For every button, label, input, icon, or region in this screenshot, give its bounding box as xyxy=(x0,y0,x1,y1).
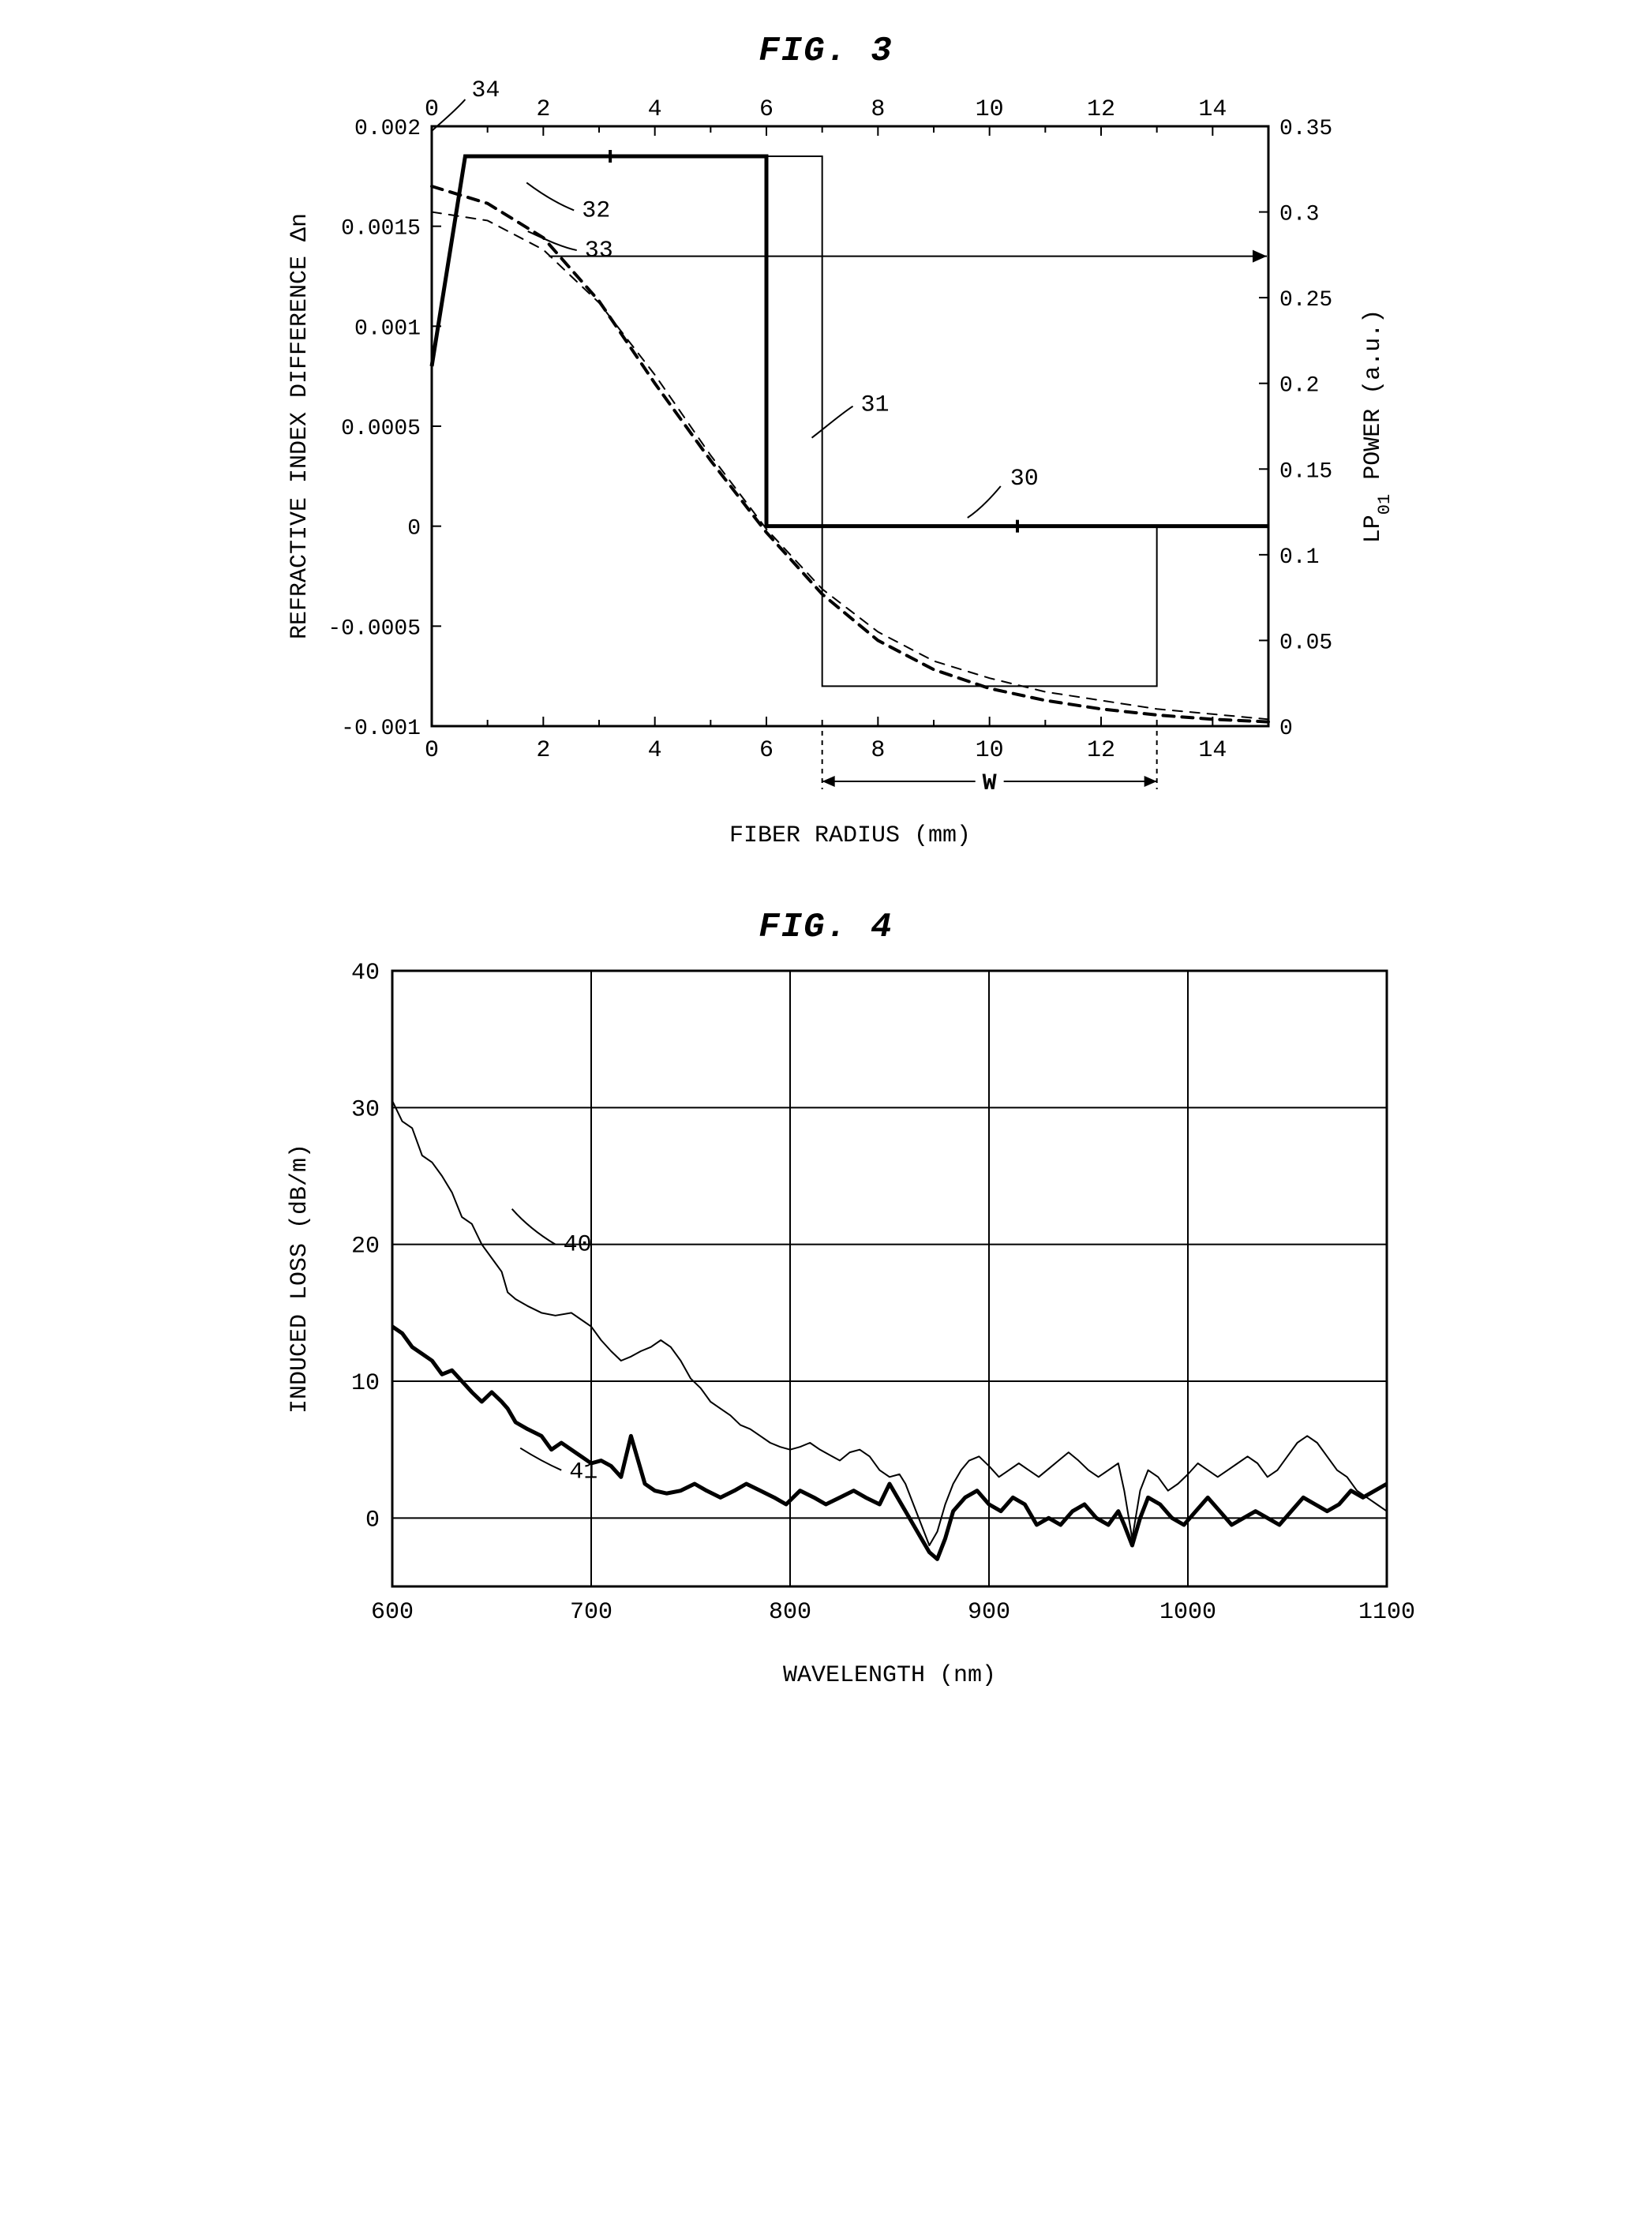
svg-text:2: 2 xyxy=(536,737,550,764)
svg-text:30: 30 xyxy=(1010,466,1038,493)
svg-text:0.35: 0.35 xyxy=(1279,117,1332,141)
svg-text:4: 4 xyxy=(647,737,661,764)
svg-text:0.1: 0.1 xyxy=(1279,545,1319,570)
svg-text:REFRACTIVE INDEX DIFFERENCE Δn: REFRACTIVE INDEX DIFFERENCE Δn xyxy=(287,213,313,639)
svg-text:600: 600 xyxy=(370,1599,413,1626)
svg-text:-0.001: -0.001 xyxy=(341,717,421,741)
svg-text:0.15: 0.15 xyxy=(1279,459,1332,484)
figure-3: FIG. 3 0 2 4 6 8 10 12 14 0 2 4 6 8 10 12 14 -0.001 -0.00… xyxy=(203,32,1450,860)
svg-text:0.2: 0.2 xyxy=(1279,374,1319,399)
svg-text:20: 20 xyxy=(350,1234,379,1260)
svg-text:LP01 POWER (a.u.): LP01 POWER (a.u.) xyxy=(1360,309,1395,543)
svg-text:1100: 1100 xyxy=(1358,1599,1414,1626)
svg-text:8: 8 xyxy=(871,96,885,123)
svg-text:40: 40 xyxy=(350,960,379,987)
fig4-plot: 600 700 800 900 1000 1100 0 10 20 30 40 40 41 WAVELEN… xyxy=(234,955,1418,1705)
svg-text:0.002: 0.002 xyxy=(354,117,420,141)
svg-text:1000: 1000 xyxy=(1159,1599,1216,1626)
svg-text:41: 41 xyxy=(569,1459,597,1486)
svg-text:10: 10 xyxy=(975,96,1003,123)
svg-text:800: 800 xyxy=(768,1599,811,1626)
svg-text:8: 8 xyxy=(871,737,885,764)
svg-text:FIBER RADIUS (mm): FIBER RADIUS (mm) xyxy=(729,822,970,849)
svg-text:0.25: 0.25 xyxy=(1279,288,1332,313)
fig4-title: FIG. 4 xyxy=(234,908,1418,947)
svg-text:10: 10 xyxy=(975,737,1003,764)
svg-text:40: 40 xyxy=(563,1232,591,1259)
svg-text:WAVELENGTH (nm): WAVELENGTH (nm) xyxy=(782,1662,995,1689)
svg-text:30: 30 xyxy=(350,1096,379,1123)
figure-4: FIG. 4 600 700 800 900 1000 1100 0 10 20 30 40 40 41… xyxy=(234,908,1418,1705)
svg-text:W: W xyxy=(982,770,996,797)
svg-text:4: 4 xyxy=(647,96,661,123)
svg-text:0.0005: 0.0005 xyxy=(341,417,421,441)
svg-text:6: 6 xyxy=(759,737,773,764)
svg-text:900: 900 xyxy=(967,1599,1010,1626)
svg-text:0: 0 xyxy=(424,96,438,123)
svg-text:2: 2 xyxy=(536,96,550,123)
svg-text:12: 12 xyxy=(1086,96,1114,123)
svg-text:0: 0 xyxy=(424,737,438,764)
fig3-title: FIG. 3 xyxy=(203,32,1450,71)
svg-text:0.05: 0.05 xyxy=(1279,631,1332,655)
svg-text:0.001: 0.001 xyxy=(354,316,420,341)
svg-text:0: 0 xyxy=(407,517,421,541)
svg-text:0.0015: 0.0015 xyxy=(341,217,421,242)
svg-text:0: 0 xyxy=(365,1507,379,1534)
svg-text:-0.0005: -0.0005 xyxy=(328,616,421,641)
svg-text:0.3: 0.3 xyxy=(1279,203,1319,227)
svg-text:31: 31 xyxy=(860,392,889,419)
svg-text:14: 14 xyxy=(1198,96,1227,123)
svg-text:INDUCED LOSS (dB/m): INDUCED LOSS (dB/m) xyxy=(287,1144,313,1414)
svg-text:10: 10 xyxy=(350,1370,379,1397)
svg-text:32: 32 xyxy=(582,197,610,224)
svg-text:700: 700 xyxy=(569,1599,612,1626)
svg-text:33: 33 xyxy=(584,238,612,264)
svg-text:12: 12 xyxy=(1086,737,1114,764)
svg-text:34: 34 xyxy=(471,79,500,104)
svg-text:0: 0 xyxy=(1279,717,1293,741)
fig3-plot: 0246810121402468101214-0.001-0.000500.00… xyxy=(203,79,1450,860)
svg-text:14: 14 xyxy=(1198,737,1227,764)
svg-text:6: 6 xyxy=(759,96,773,123)
